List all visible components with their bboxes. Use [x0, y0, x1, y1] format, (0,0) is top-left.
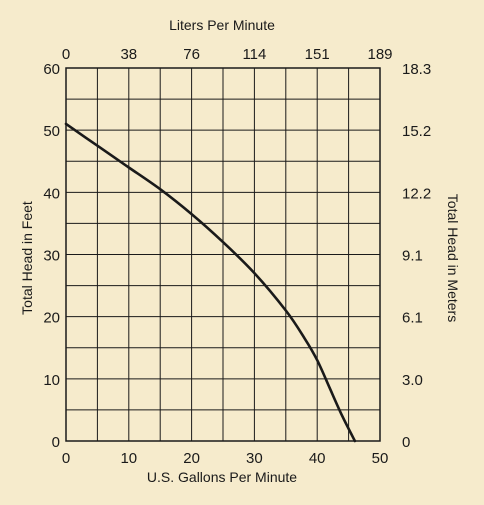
y2-tick-label: 0: [402, 434, 410, 451]
x2-tick-label: 76: [183, 46, 200, 63]
y-tick-label: 10: [43, 372, 60, 389]
x-tick-label: 20: [183, 450, 200, 467]
grid-lines: [66, 68, 380, 441]
x-tick-label: 30: [246, 450, 263, 467]
plot-frame: [65, 67, 381, 442]
tick-labels: 0 10 20 30 40 500 38 76 114 151 189010203040506003…: [43, 46, 431, 467]
x-tick-label: 40: [309, 450, 326, 467]
y2-tick-label: 3.0: [402, 372, 423, 389]
x-tick-label: 0: [62, 450, 70, 467]
right-axis-title: Total Head in Meters: [445, 194, 461, 322]
y2-tick-label: 6.1: [402, 310, 423, 327]
x2-tick-label: 38: [120, 46, 137, 63]
y-tick-label: 20: [43, 310, 60, 327]
performance-curve-line: [64, 122, 357, 443]
y-tick-label: 60: [43, 61, 60, 78]
y2-tick-label: 18.3: [402, 61, 431, 78]
x-tick-label: 10: [120, 450, 137, 467]
bottom-axis-title: U.S. Gallons Per Minute: [147, 469, 297, 485]
x2-tick-label: 189: [367, 46, 392, 63]
y-tick-label: 30: [43, 248, 60, 265]
top-axis-title: Liters Per Minute: [169, 17, 275, 33]
y-tick-label: 0: [52, 434, 60, 451]
x2-tick-label: 0: [62, 46, 70, 63]
y-tick-label: 50: [43, 123, 60, 140]
x2-tick-label: 114: [242, 46, 266, 63]
left-axis-title: Total Head in Feet: [19, 201, 35, 315]
x-tick-label: 50: [372, 450, 389, 467]
y-tick-label: 40: [43, 185, 60, 202]
x2-tick-label: 151: [305, 46, 330, 63]
y2-tick-label: 9.1: [402, 248, 423, 265]
y2-tick-label: 15.2: [402, 123, 431, 140]
series-layer: [64, 122, 357, 443]
y2-tick-label: 12.2: [402, 185, 431, 202]
